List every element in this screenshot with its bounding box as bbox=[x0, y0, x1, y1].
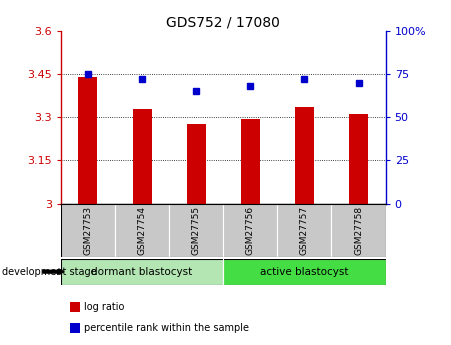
Bar bbox=[61, 204, 115, 257]
Bar bbox=[61, 259, 223, 285]
Text: development stage: development stage bbox=[2, 267, 97, 277]
Text: GSM27755: GSM27755 bbox=[192, 206, 201, 255]
Text: dormant blastocyst: dormant blastocyst bbox=[92, 267, 193, 277]
Bar bbox=[187, 125, 206, 204]
Bar bbox=[133, 109, 152, 204]
Text: GSM27758: GSM27758 bbox=[354, 206, 363, 255]
Text: active blastocyst: active blastocyst bbox=[260, 267, 349, 277]
Title: GDS752 / 17080: GDS752 / 17080 bbox=[166, 16, 280, 30]
Bar bbox=[295, 107, 314, 204]
Bar bbox=[241, 119, 260, 204]
Bar bbox=[223, 204, 277, 257]
Text: percentile rank within the sample: percentile rank within the sample bbox=[84, 323, 249, 333]
Text: GSM27756: GSM27756 bbox=[246, 206, 255, 255]
Text: log ratio: log ratio bbox=[84, 302, 125, 312]
Text: GSM27754: GSM27754 bbox=[138, 206, 147, 255]
Bar bbox=[331, 204, 386, 257]
Text: GSM27753: GSM27753 bbox=[83, 206, 92, 255]
Text: GSM27757: GSM27757 bbox=[300, 206, 309, 255]
Bar bbox=[349, 115, 368, 204]
Bar bbox=[223, 259, 386, 285]
Bar bbox=[78, 77, 97, 204]
Bar bbox=[169, 204, 223, 257]
Bar bbox=[277, 204, 331, 257]
Bar bbox=[115, 204, 169, 257]
